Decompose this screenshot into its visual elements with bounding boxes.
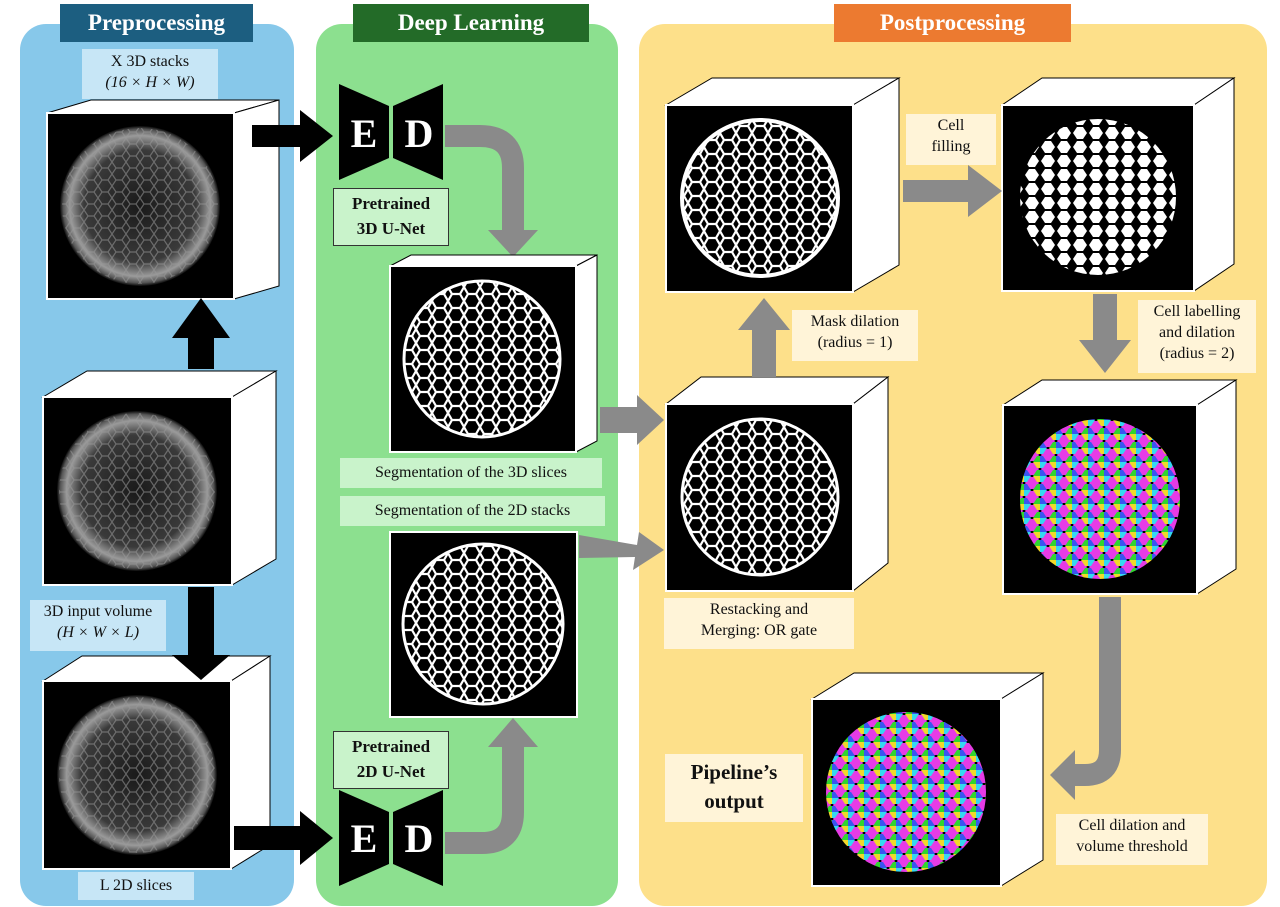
cell-filling-label-line2: filling [931, 138, 971, 155]
unet2d-label-line2: 2D U-Net [356, 762, 426, 781]
cell-labelling-label-line2: and dilation [1159, 324, 1235, 341]
cell-labelling-label: Cell labelling and dilation (radius = 2) [1138, 300, 1256, 373]
arrow-dilation-to-filling [903, 165, 1002, 217]
merged-mask-cube [664, 375, 890, 593]
preprocessing-title: Preprocessing [60, 4, 253, 42]
unet3d-label-line1: Pretrained [351, 194, 431, 213]
postprocessing-title: Postprocessing [834, 4, 1071, 42]
arrow-3d-unet-to-seg-head [488, 230, 538, 257]
arrow-2d-unet-to-seg-head [488, 718, 538, 747]
input-volume-label: 3D input volume (H × W × L) [30, 600, 166, 651]
mask-dilation-label: Mask dilation (radius = 1) [792, 310, 918, 361]
pipeline-output-label: Pipeline’s output [665, 754, 803, 822]
seg2d-label: Segmentation of the 2D stacks [340, 496, 605, 526]
dilated-mask-cube [664, 77, 901, 293]
restack-label-line1: Restacking and [709, 601, 809, 618]
volume-threshold-label: Cell dilation and volume threshold [1056, 814, 1208, 865]
restack-label: Restacking and Merging: OR gate [664, 598, 854, 649]
cell-filling-label: Cell filling [906, 114, 996, 165]
pipeline-output-label-line1: Pipeline’s [690, 760, 778, 784]
arrow-filling-to-labelling [1079, 294, 1131, 373]
cell-labelling-label-line3: (radius = 2) [1159, 345, 1235, 362]
arrow-labelling-to-output [1072, 597, 1121, 786]
unet3d-decoder-letter: D [405, 111, 434, 156]
slices-label: L 2D slices [78, 872, 194, 900]
restack-label-line2: Merging: OR gate [700, 622, 818, 639]
arrow-volume-to-slices [172, 587, 230, 680]
stacks-label: X 3D stacks (16 × H × W) [82, 49, 218, 99]
input-slices-cube [41, 655, 272, 870]
filled-cells-cube [1000, 77, 1236, 292]
cell-labelling-label-line1: Cell labelling [1153, 303, 1241, 320]
arrow-volume-to-stacks [172, 298, 230, 369]
unet-3d-encoder-decoder: E D [339, 84, 443, 180]
volume-threshold-label-line1: Cell dilation and [1078, 817, 1186, 834]
arrow-seg3d-to-merge [600, 395, 664, 445]
unet2d-decoder-letter: D [405, 816, 434, 861]
arrow-3d-unet-to-seg [445, 125, 524, 232]
unet3d-label: Pretrained 3D U-Net [333, 188, 449, 246]
mask-dilation-label-line1: Mask dilation [810, 313, 900, 330]
labelled-cells-cube [1001, 379, 1238, 595]
unet-2d-encoder-decoder: E D [339, 790, 443, 886]
stacks-label-line2: (16 × H × W) [105, 74, 195, 91]
unet2d-label-line1: Pretrained [351, 737, 431, 756]
cell-filling-label-line1: Cell [937, 117, 965, 134]
volume-threshold-label-line2: volume threshold [1076, 838, 1188, 855]
seg-2d-cube [389, 531, 578, 718]
deep-learning-title: Deep Learning [353, 4, 589, 42]
unet2d-label: Pretrained 2D U-Net [333, 731, 449, 789]
mask-dilation-label-line2: (radius = 1) [817, 334, 893, 351]
input-stack-cube [46, 99, 280, 300]
unet3d-encoder-letter: E [351, 111, 378, 156]
arrow-merge-to-dilation [738, 298, 790, 377]
arrow-stacks-to-3d-unet [252, 110, 333, 162]
input-volume-label-line1: 3D input volume [43, 603, 153, 620]
input-volume-label-line2: (H × W × L) [56, 624, 140, 641]
arrow-seg2d-to-merge [579, 532, 664, 570]
unet2d-encoder-letter: E [351, 816, 378, 861]
seg3d-label: Segmentation of the 3D slices [340, 458, 602, 488]
stacks-label-line1: X 3D stacks [110, 53, 190, 70]
pipeline-output-label-line2: output [704, 789, 764, 813]
output-cube [810, 672, 1045, 887]
arrow-2d-unet-to-seg [445, 745, 524, 854]
input-volume-cube [41, 370, 278, 586]
seg-3d-cube [389, 254, 598, 453]
unet3d-label-line2: 3D U-Net [356, 219, 426, 238]
arrow-labelling-to-output-head [1050, 750, 1075, 800]
arrow-slices-to-2d-unet [234, 811, 333, 865]
